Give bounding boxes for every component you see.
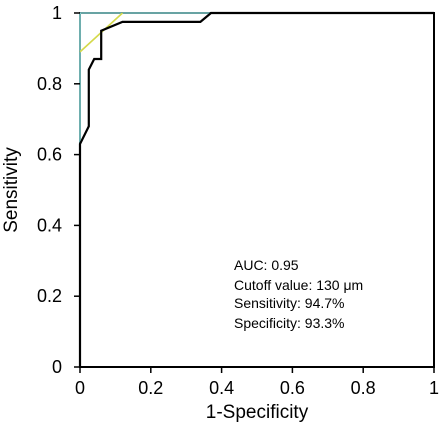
series-line-2 — [79, 12, 434, 367]
x-tick-label: 0.6 — [280, 378, 305, 398]
ticks-group: 0 0.2 0.4 0.6 0.8 1 0 0.2 0.4 0.6 0.8 1 — [37, 3, 439, 398]
y-tick-label: 0.8 — [37, 74, 62, 94]
cutoff-annotation: Cutoff value: 130 μm — [234, 277, 363, 293]
auc-annotation: AUC: 0.95 — [234, 257, 299, 273]
y-tick-label: 0.6 — [37, 145, 62, 165]
x-tick-label: 0.8 — [351, 378, 376, 398]
y-tick-label: 0.2 — [37, 286, 62, 306]
x-tick-label: 0 — [75, 378, 85, 398]
sensitivity-annotation: Sensitivity: 94.7% — [234, 295, 345, 311]
y-tick-label: 0 — [52, 357, 62, 377]
x-tick-label: 0.4 — [209, 378, 234, 398]
specificity-annotation: Specificity: 93.3% — [234, 315, 345, 331]
y-tick-label: 0.4 — [37, 215, 62, 235]
plot-frame — [79, 12, 435, 368]
y-tick-label: 1 — [52, 3, 62, 23]
x-tick-label: 0.2 — [138, 378, 163, 398]
annotation-box: AUC: 0.95 Cutoff value: 130 μm Sensitivi… — [234, 257, 363, 331]
plot-border — [79, 12, 435, 368]
x-tick-label: 1 — [429, 378, 439, 398]
series-group — [78, 11, 434, 367]
series-line-0 — [78, 11, 434, 367]
y-axis-title: Sensitivity — [1, 147, 22, 233]
x-axis-title: 1-Specificity — [206, 402, 309, 423]
